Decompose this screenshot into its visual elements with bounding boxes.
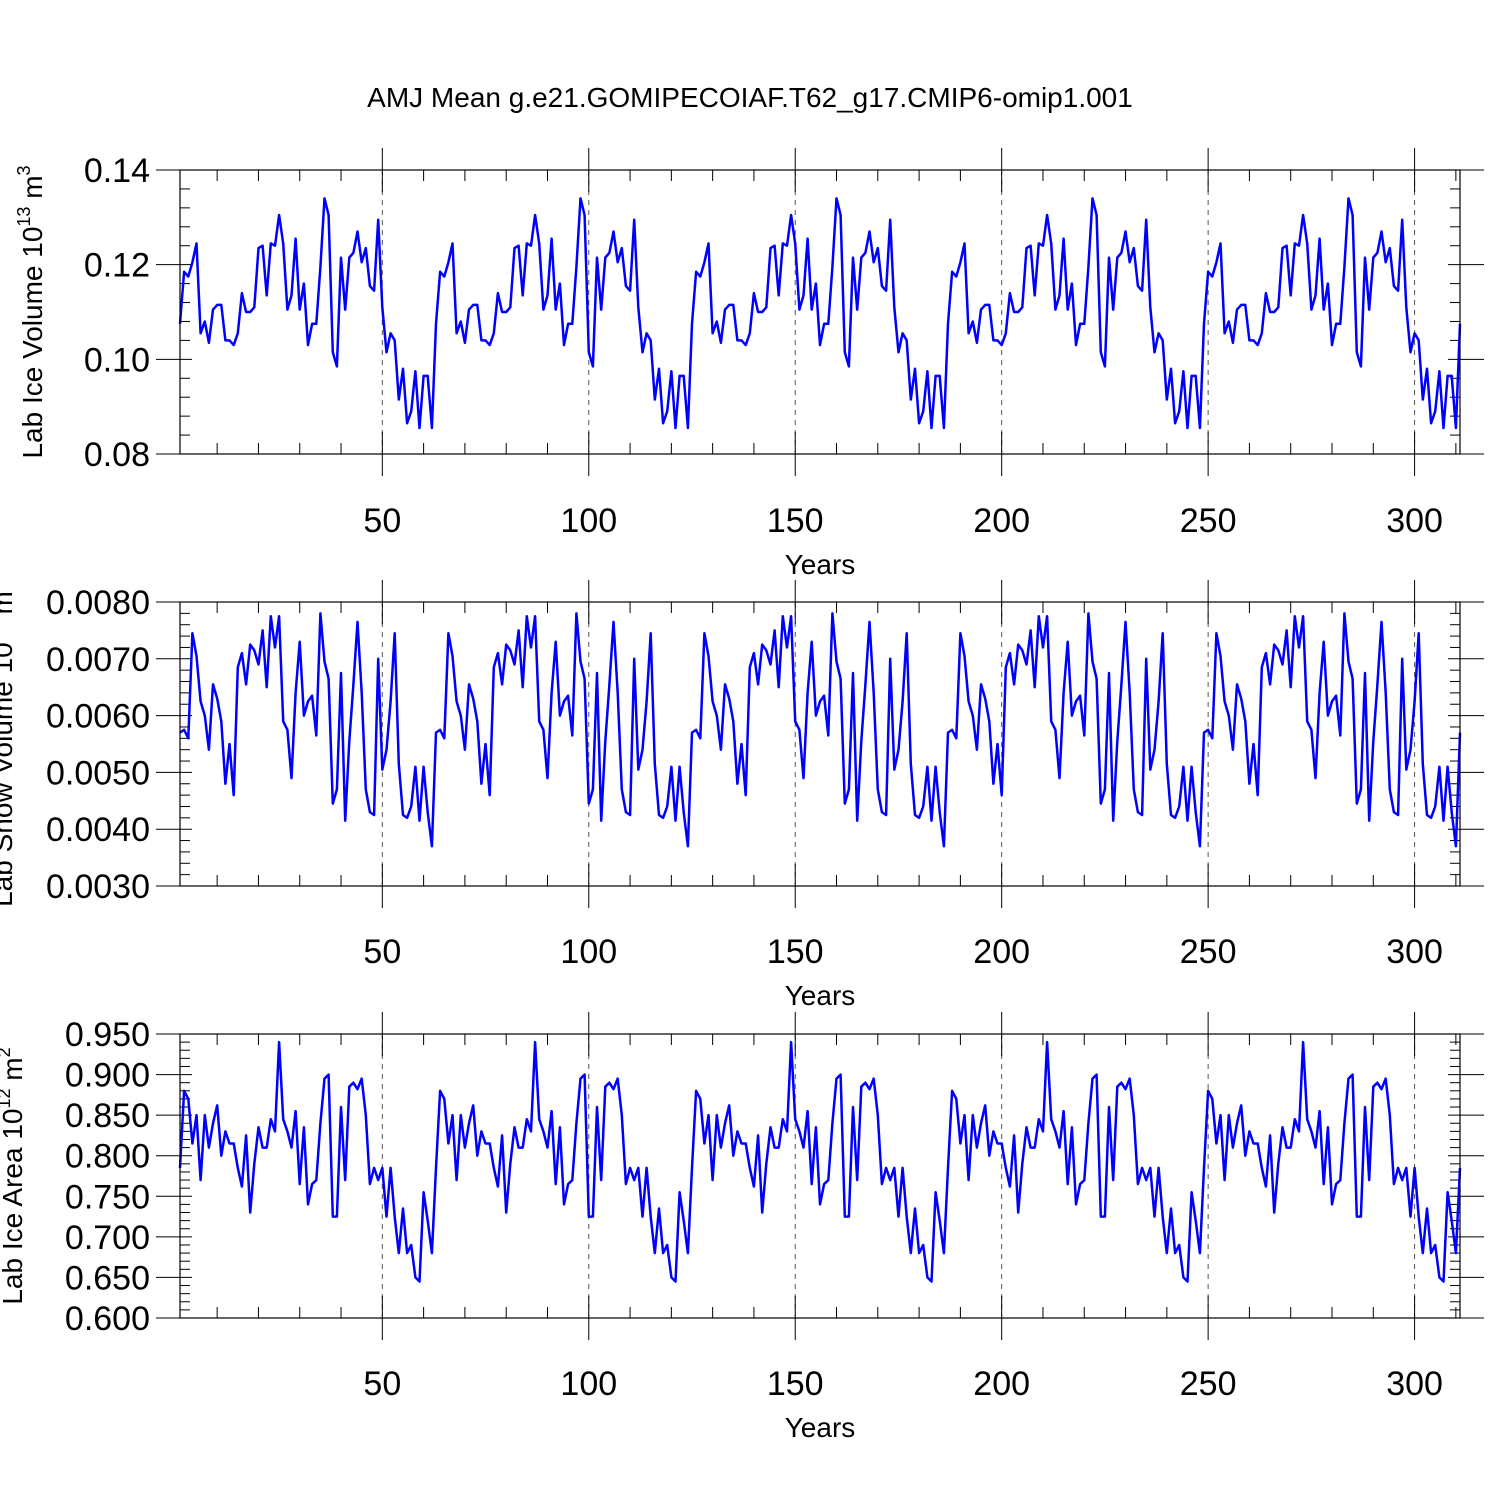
y-tick-label: 0.08 — [84, 436, 150, 474]
x-tick-label: 100 — [560, 933, 617, 971]
x-tick-label: 250 — [1180, 502, 1237, 540]
y-tick-label: 0.750 — [65, 1178, 150, 1216]
x-tick-label: 150 — [767, 1365, 824, 1403]
x-tick-label: 50 — [363, 933, 401, 971]
y-tick-label: 0.0040 — [46, 811, 150, 849]
x-tick-label: 200 — [973, 933, 1030, 971]
plot-frame — [179, 169, 1461, 455]
y-tick-label: 0.800 — [65, 1138, 150, 1176]
y-tick-label: 0.900 — [65, 1057, 150, 1095]
y-tick-label: 0.0050 — [46, 754, 150, 792]
x-tick-label: 300 — [1386, 502, 1443, 540]
y-tick-label: 0.850 — [65, 1097, 150, 1135]
x-tick-label: 150 — [767, 933, 824, 971]
y-tick-label: 0.12 — [84, 247, 150, 285]
y-tick-label: 0.14 — [84, 152, 150, 190]
y-tick-label: 0.700 — [65, 1219, 150, 1257]
x-tick-label: 150 — [767, 502, 824, 540]
chart-panel-3: 0.6000.6500.7000.7500.8000.8500.9000.950… — [0, 1012, 1484, 1443]
y-tick-label: 0.0030 — [46, 868, 150, 906]
y-tick-label: 0.0060 — [46, 698, 150, 736]
y-tick-label: 0.0080 — [46, 584, 150, 622]
x-tick-label: 250 — [1180, 933, 1237, 971]
x-axis-label: Years — [785, 1412, 856, 1443]
x-tick-label: 300 — [1386, 1365, 1443, 1403]
series-line — [179, 612, 1462, 848]
y-axis-label: Lab Ice Volume 1013 m3 — [14, 165, 48, 458]
y-axis-label: Lab Ice Area 1012 m2 — [0, 1047, 28, 1304]
x-tick-label: 50 — [363, 502, 401, 540]
x-tick-label: 300 — [1386, 933, 1443, 971]
series-line — [178, 197, 1462, 430]
plot-frame — [179, 601, 1461, 887]
x-tick-label: 200 — [973, 502, 1030, 540]
y-axis-label: Lab Snow Volume 1013 m3 — [0, 581, 18, 907]
chart-panel-1: 0.08 0.10 0.12 0.14 50 100 150 200 250 300 Years La… — [14, 148, 1484, 580]
y-tick-label: 0.0070 — [46, 641, 150, 679]
x-tick-label: 100 — [560, 502, 617, 540]
x-tick-label: 100 — [560, 1365, 617, 1403]
chart-panel-2: 0.0030 0.0040 0.0050 0.0060 0.0070 0.0080 50 10… — [0, 580, 1484, 1011]
y-tick-label: 0.650 — [65, 1259, 150, 1297]
x-axis-label: Years — [785, 549, 856, 580]
plot-frame — [179, 1033, 1461, 1319]
y-tick-label: 0.10 — [84, 341, 150, 379]
x-axis-label: Years — [785, 980, 856, 1011]
series-line — [178, 1040, 1462, 1283]
y-tick-label: 0.950 — [65, 1016, 150, 1054]
x-tick-label: 250 — [1180, 1365, 1237, 1403]
chart-title: AMJ Mean g.e21.GOMIPECOIAF.T62_g17.CMIP6… — [367, 82, 1133, 113]
x-tick-label: 50 — [363, 1365, 401, 1403]
x-tick-label: 200 — [973, 1365, 1030, 1403]
y-tick-label: 0.600 — [65, 1300, 150, 1338]
